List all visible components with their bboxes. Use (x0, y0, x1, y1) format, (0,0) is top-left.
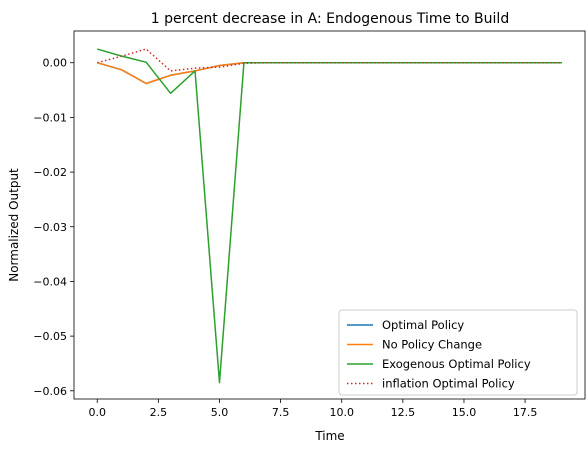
legend-label-exogenous-optimal-policy: Exogenous Optimal Policy (382, 357, 531, 371)
y-tick-label: −0.04 (33, 275, 67, 288)
plot-frame (73, 30, 586, 400)
chart-title: 1 percent decrease in A: Endogenous Time… (151, 11, 509, 27)
x-tick-label: 17.5 (513, 406, 538, 419)
y-tick-label: −0.06 (33, 385, 67, 398)
series-line-exogenous-optimal-policy (97, 48, 562, 384)
x-tick-label: 2.5 (150, 406, 168, 419)
x-tick-label: 5.0 (211, 406, 229, 419)
y-axis-label: Normalized Output (7, 168, 21, 282)
legend-label-inflation-optimal-policy: inflation Optimal Policy (382, 377, 515, 391)
y-tick-label: −0.05 (33, 330, 67, 343)
legend-box (338, 309, 578, 396)
y-tick-label: −0.01 (33, 111, 67, 124)
x-axis-label: Time (314, 429, 344, 443)
x-tick-label: 12.5 (391, 406, 416, 419)
x-tick-label: 0.0 (88, 406, 106, 419)
x-tick-label: 15.0 (452, 406, 477, 419)
y-tick-label: −0.03 (33, 221, 67, 234)
legend-label-optimal-policy: Optimal Policy (382, 318, 464, 332)
x-tick-label: 10.0 (329, 406, 354, 419)
x-tick-label: 7.5 (272, 406, 290, 419)
y-tick-label: 0.00 (43, 57, 68, 70)
plot-area: 0.0 2.5 5.0 7.5 10.0 12.5 15.0 17.5 0.00 −0.01 −0.… (33, 30, 586, 419)
legend-label-no-policy-change: No Policy Change (382, 338, 482, 352)
y-tick-label: −0.02 (33, 166, 67, 179)
